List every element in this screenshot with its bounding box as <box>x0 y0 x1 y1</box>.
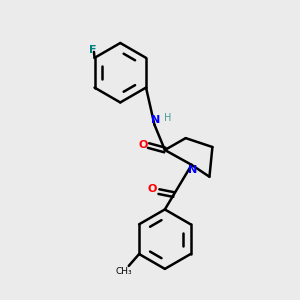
Text: O: O <box>139 140 148 150</box>
Text: N: N <box>151 115 160 125</box>
Text: F: F <box>89 45 97 56</box>
Text: N: N <box>188 165 198 175</box>
Text: H: H <box>164 113 172 123</box>
Text: CH₃: CH₃ <box>116 267 133 276</box>
Text: O: O <box>148 184 157 194</box>
